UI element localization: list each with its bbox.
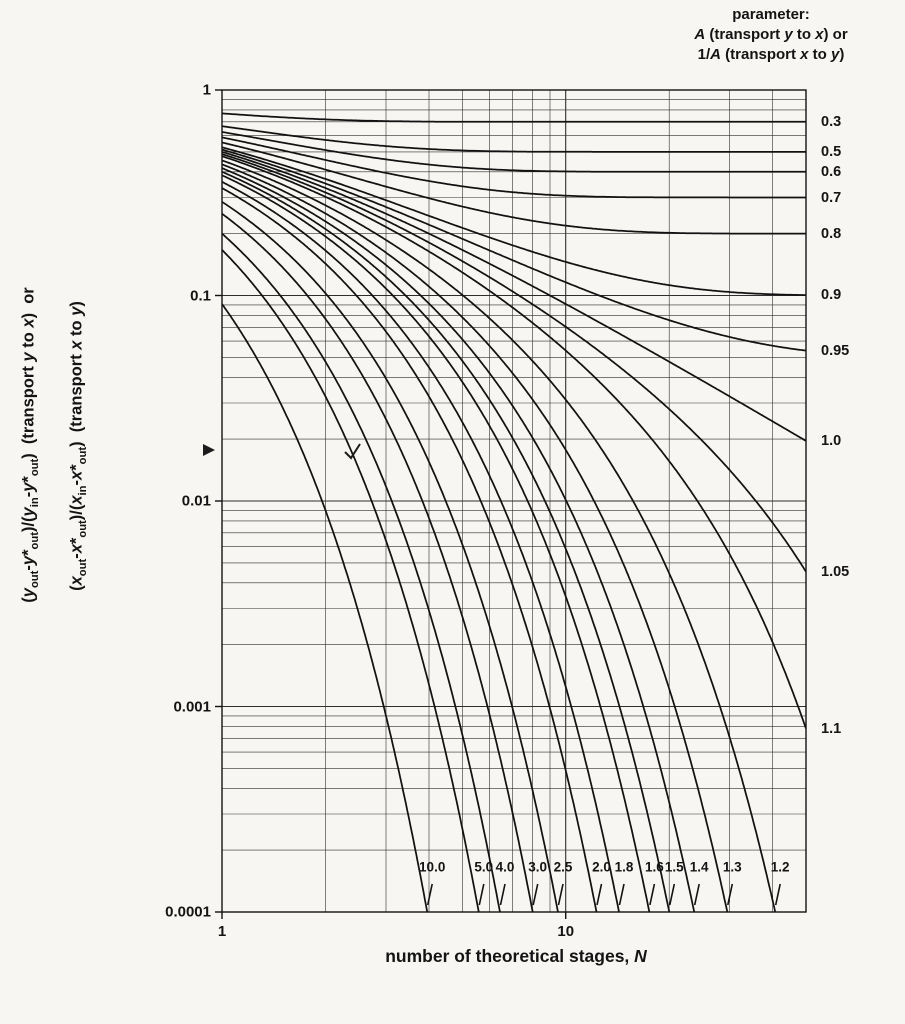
curve-label-3.0: 3.0 [528,859,548,875]
curve-label-0.3: 0.3 [821,113,842,130]
curve-A-0.8 [222,141,806,235]
parameter-legend-line2: 1/A (transport x to y) [697,46,845,63]
curve-A-0.7 [222,136,806,199]
x-axis-tick-label-10: 10 [557,923,575,940]
curve-label-1.4: 1.4 [689,859,709,875]
curve-A-1.5 [222,170,671,912]
curve-label-1.2: 1.2 [770,859,790,875]
scan-mark-check [344,443,361,460]
parameter-legend-line1: A (transport y to x) or [694,26,848,43]
y-axis-tick-label-0.01: 0.01 [181,492,211,510]
curve-A-2.5 [222,201,559,912]
curve-label-1.3: 1.3 [722,859,742,875]
x-axis-tick-label-1: 1 [217,923,227,940]
y-axis-tick-label-0.001: 0.001 [173,698,211,715]
curve-A-5.0 [222,249,480,912]
axis-ticks [215,89,567,919]
curve-label-1.5: 1.5 [664,859,684,875]
scan-mark-arrow [203,444,215,456]
curve-label-0.9: 0.9 [821,287,842,304]
x-axis-title: number of theoretical stages, N [385,946,647,966]
y-axis-tick-label-0.1: 0.1 [190,287,211,304]
y-axis-tick-label-0.0001: 0.0001 [165,903,211,921]
curve-label-10.0: 10.0 [419,859,446,875]
curve-A-1.4 [222,167,696,912]
curve-label-1.8: 1.8 [614,859,634,875]
curve-A-0.6 [222,131,806,173]
curve-label-5.0: 5.0 [474,859,494,875]
curve-label-1.0: 1.0 [821,432,842,449]
curve-label-2.0: 2.0 [592,859,611,875]
curve-A-1.2 [222,159,777,912]
curve-A-0.5 [222,125,806,153]
parameter-legend-title: parameter: [732,6,810,23]
curve-A-1.1 [222,155,806,729]
curve-A-1.3 [222,163,729,912]
curve-label-1.05: 1.05 [821,563,850,580]
parameter-legend: parameter: A (transport y to x) or 1/A (… [640,5,902,65]
curve-label-2.5: 2.5 [553,859,573,875]
curve-A-2.0 [222,187,598,912]
curve-pointer-ticks [426,883,781,906]
curve-A-1.0 [222,151,806,442]
curve-label-4.0: 4.0 [495,859,515,875]
curve-label-0.6: 0.6 [821,163,842,180]
y-axis-title-line1: (yout-y*out)/(yin-y*out) (transport y to… [19,287,41,603]
curve-label-0.5: 0.5 [821,143,842,160]
curve-label-0.7: 0.7 [821,189,842,206]
curve-A-10.0 [222,303,429,912]
curve-A-1.05 [222,153,806,573]
curve-label-0.95: 0.95 [821,342,850,359]
curve-A-0.9 [222,146,806,296]
curve-A-0.3 [222,112,806,123]
curve-A-0.95 [222,148,806,352]
log-grid-lines [222,90,806,912]
kremser-curves [222,112,806,912]
curve-label-0.8: 0.8 [821,225,842,242]
y-axis-title-line2: (xout-x*out)/(xin-x*out) (transport x to… [67,301,89,591]
y-axis-tick-label-1: 1 [202,81,211,99]
curve-label-1.6: 1.6 [645,859,664,875]
curve-A-3.0 [222,212,534,912]
curve-A-4.0 [222,232,501,912]
curve-label-1.1: 1.1 [821,720,842,737]
curve-A-1.6 [222,174,651,912]
curve-A-1.8 [222,181,620,912]
